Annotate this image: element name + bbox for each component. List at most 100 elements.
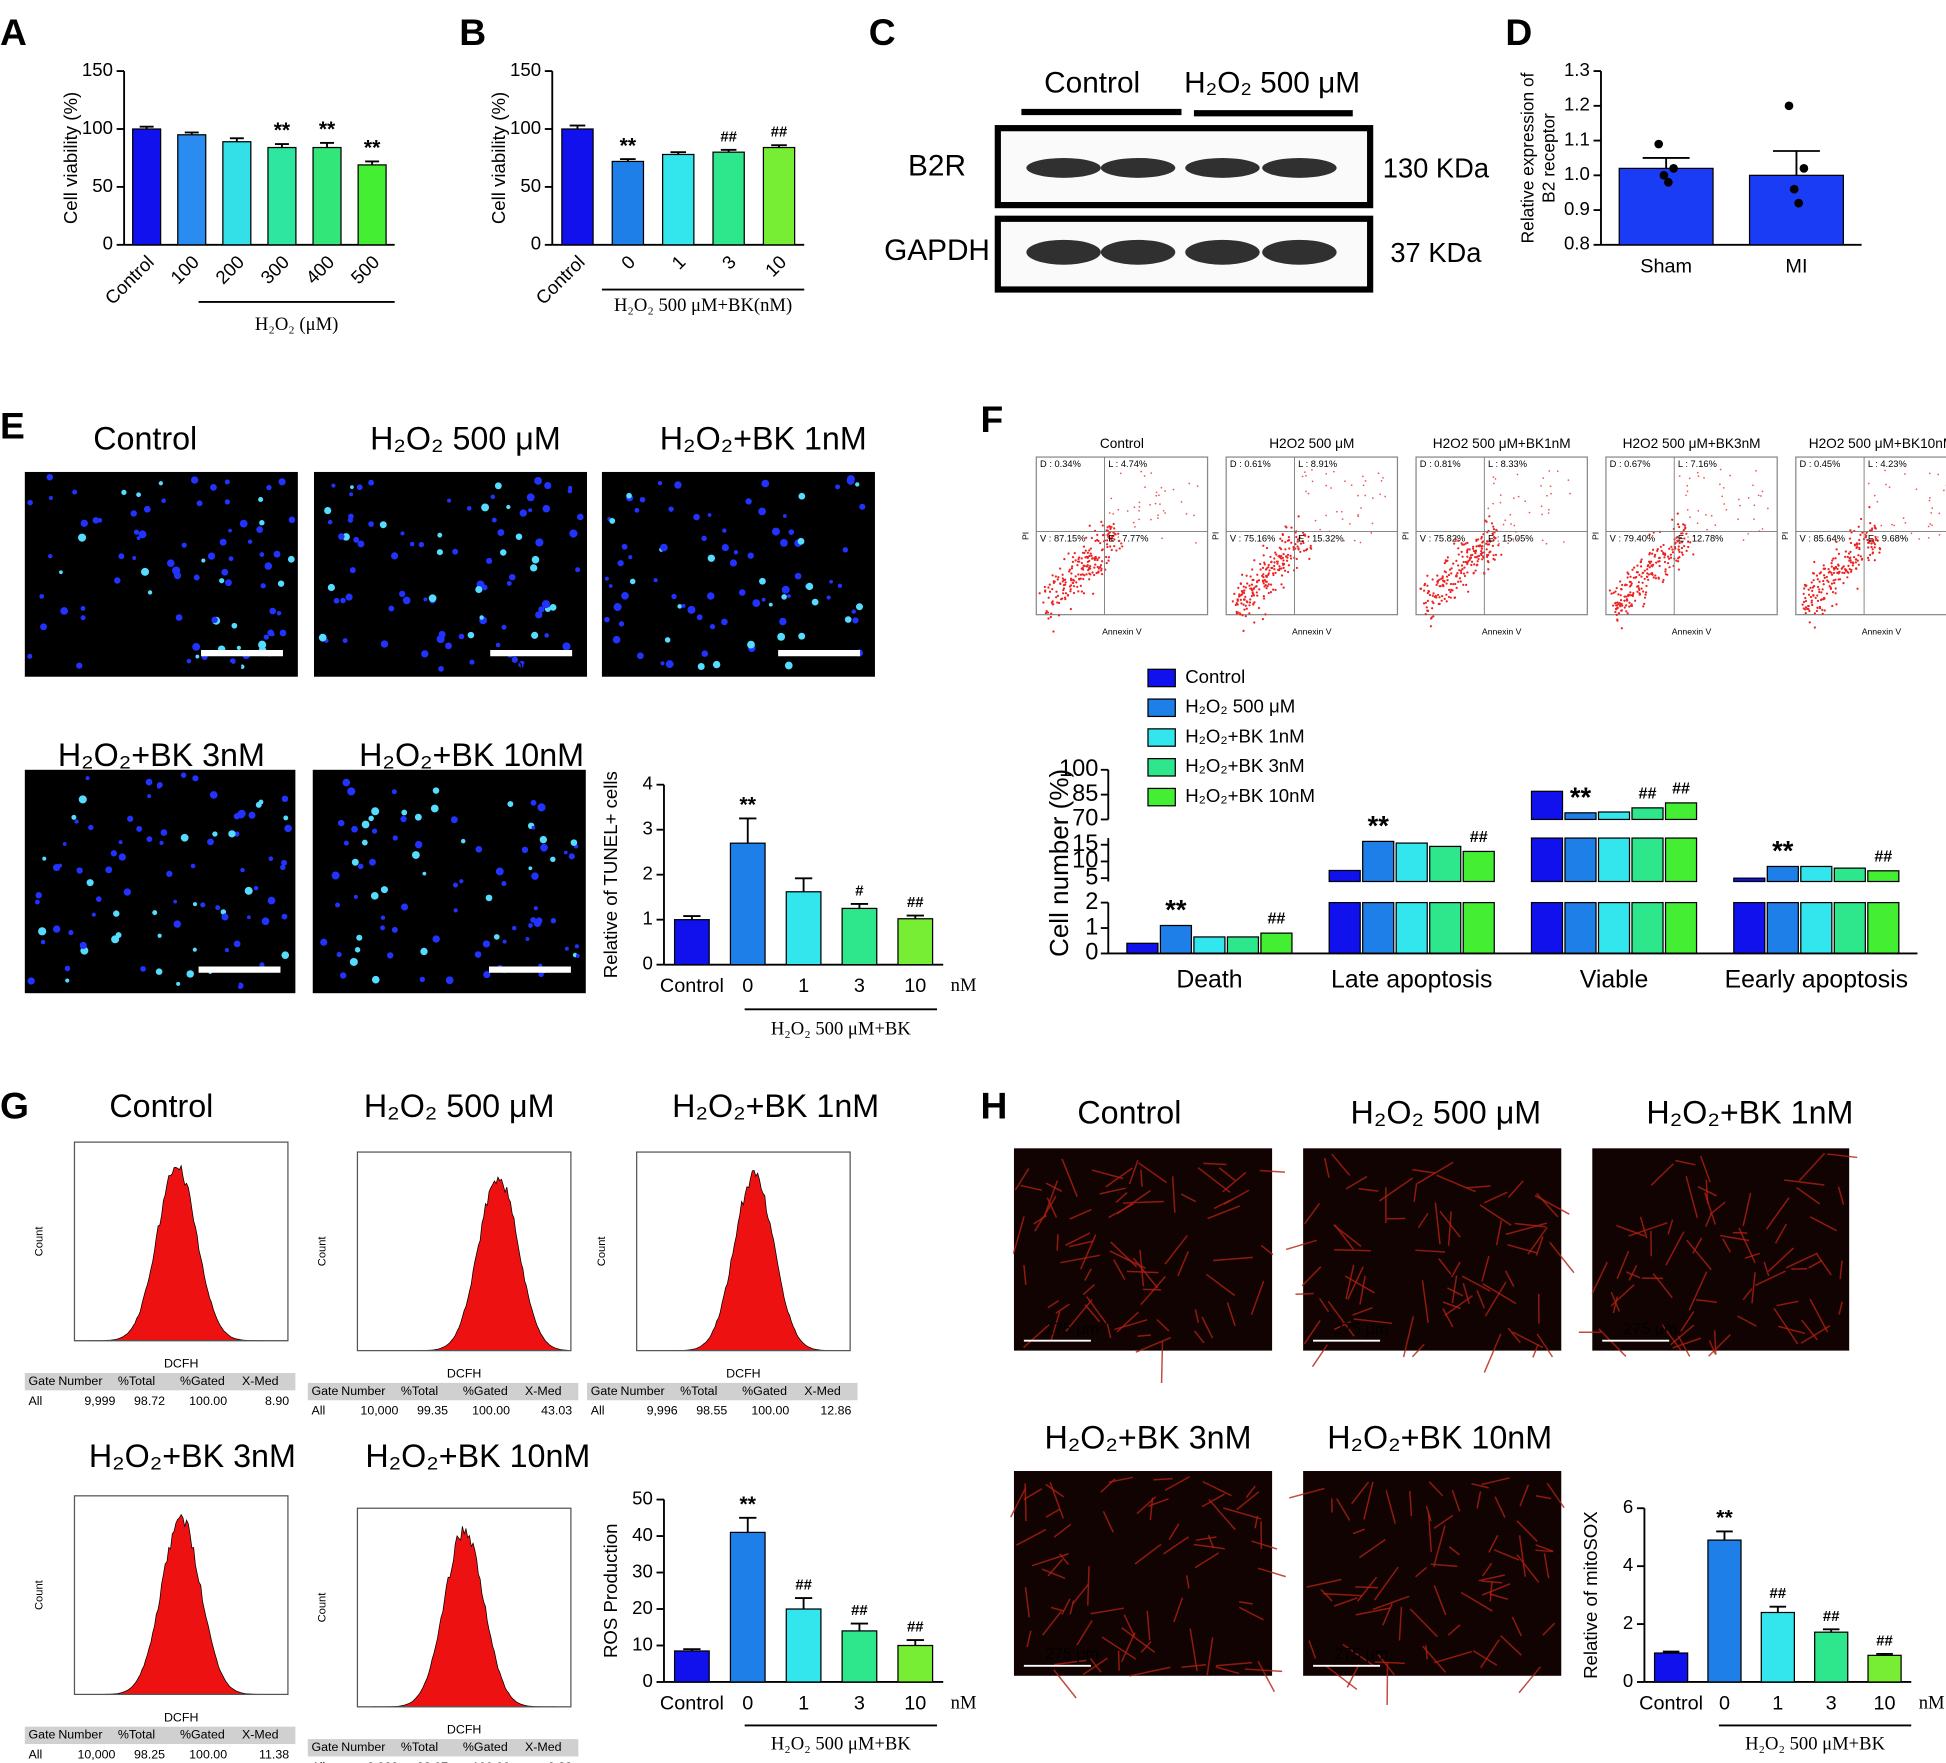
event-dot: [1660, 549, 1663, 553]
cell: [1101, 1636, 1137, 1660]
cell-nucleus: [674, 481, 682, 489]
y-tick-label: 50: [520, 175, 541, 196]
event-dot: [1051, 574, 1054, 577]
cell-nucleus: [224, 499, 231, 505]
event-dot: [1468, 558, 1471, 562]
blot-band: [1185, 157, 1260, 178]
event-dot: [1638, 593, 1641, 596]
cell-nucleus: [192, 642, 201, 651]
event-dot: [1059, 567, 1062, 570]
event-dot: [1251, 591, 1254, 594]
event-dot: [1233, 592, 1236, 595]
cell: [1489, 1581, 1493, 1602]
significance-mark: ##: [907, 1620, 924, 1636]
event-dot: [1816, 606, 1819, 609]
event-dot: [1549, 485, 1552, 488]
event-dot: [1088, 559, 1091, 563]
cell-nucleus: [542, 504, 551, 513]
event-dot: [1546, 494, 1548, 497]
event-dot: [1377, 472, 1380, 475]
y-tick-label: 100: [82, 117, 113, 138]
cell-nucleus: [779, 617, 787, 626]
panel-label: A: [0, 11, 27, 53]
event-dot: [1055, 590, 1058, 593]
quadrant-label: E : 7.77%: [1108, 533, 1148, 543]
event-dot: [1675, 536, 1678, 539]
cell-nucleus: [236, 645, 241, 651]
event-dot: [1431, 607, 1434, 610]
event-dot: [1195, 541, 1197, 544]
cell: [1085, 1296, 1107, 1324]
cell-nucleus: [621, 543, 628, 550]
event-dot: [1680, 541, 1684, 544]
event-dot: [1254, 585, 1257, 588]
event-dot: [1263, 561, 1266, 564]
cell: [1518, 1535, 1527, 1577]
event-dot: [1446, 556, 1449, 559]
event-dot: [1302, 541, 1305, 545]
cell-nucleus: [475, 845, 483, 853]
cell-nucleus: [506, 504, 511, 510]
event-dot: [1915, 488, 1918, 491]
event-dot: [1054, 575, 1057, 578]
cell-nucleus: [528, 866, 533, 871]
bar: [762, 146, 796, 246]
event-dot: [1080, 557, 1083, 560]
event-dot: [1070, 567, 1074, 570]
x-tick-label: MI: [1785, 255, 1807, 277]
cell-nucleus: [693, 513, 700, 521]
event-dot: [1428, 593, 1432, 597]
cell: [1213, 1199, 1231, 1210]
cell-nucleus: [486, 557, 493, 565]
cell: [1616, 1224, 1646, 1237]
cell-nucleus: [166, 870, 173, 878]
bar: [611, 160, 645, 246]
significance-mark: ##: [1876, 1633, 1893, 1649]
event-dot: [1868, 506, 1871, 509]
bar: [1530, 901, 1564, 955]
y-tick-label: 30: [632, 1560, 653, 1581]
cell-nucleus: [349, 567, 356, 574]
event-dot: [1379, 493, 1382, 496]
event-dot: [1645, 584, 1648, 588]
cell-nucleus: [333, 597, 340, 604]
event-dot: [1446, 578, 1449, 582]
x-tick-label: 0: [1719, 1693, 1730, 1715]
cell-nucleus: [231, 622, 238, 629]
cell-nucleus: [136, 825, 143, 832]
event-dot: [1059, 582, 1062, 585]
event-dot: [1633, 566, 1636, 569]
cell: [1767, 1247, 1795, 1273]
cell-nucleus: [797, 537, 805, 545]
cell-nucleus: [533, 906, 538, 911]
legend-label: H₂O₂ 500 μM: [1185, 696, 1295, 717]
cell-nucleus: [697, 663, 705, 671]
event-dot: [1078, 556, 1081, 559]
event-dot: [1112, 522, 1115, 526]
event-dot: [1070, 572, 1073, 575]
cell-nucleus: [707, 554, 715, 562]
cell-nucleus: [207, 838, 214, 846]
event-dot: [1261, 579, 1265, 582]
bar: [1631, 807, 1664, 821]
cell-nucleus: [634, 507, 640, 513]
cell: [1518, 1666, 1542, 1694]
event-dot: [1284, 548, 1287, 551]
x-tick-label: 0: [742, 1693, 753, 1715]
event-dot: [1457, 547, 1460, 550]
cell: [1754, 1270, 1786, 1287]
event-dot: [1642, 571, 1645, 574]
event-dot: [1502, 523, 1505, 526]
cell-nucleus: [653, 578, 658, 583]
event-dot: [1248, 601, 1252, 604]
event-dot: [1859, 533, 1862, 537]
group-label: H₂O₂ 500 μM+BK: [771, 1734, 912, 1755]
cell-nucleus: [452, 548, 459, 555]
scale-bar-label: 200 μm: [794, 660, 844, 676]
event-dot: [1156, 517, 1159, 519]
event-dot: [1859, 517, 1863, 521]
event-dot: [1119, 472, 1122, 475]
event-dot: [1678, 541, 1681, 545]
event-dot: [1545, 542, 1548, 545]
quadrant-label: D : 0.81%: [1420, 459, 1461, 469]
